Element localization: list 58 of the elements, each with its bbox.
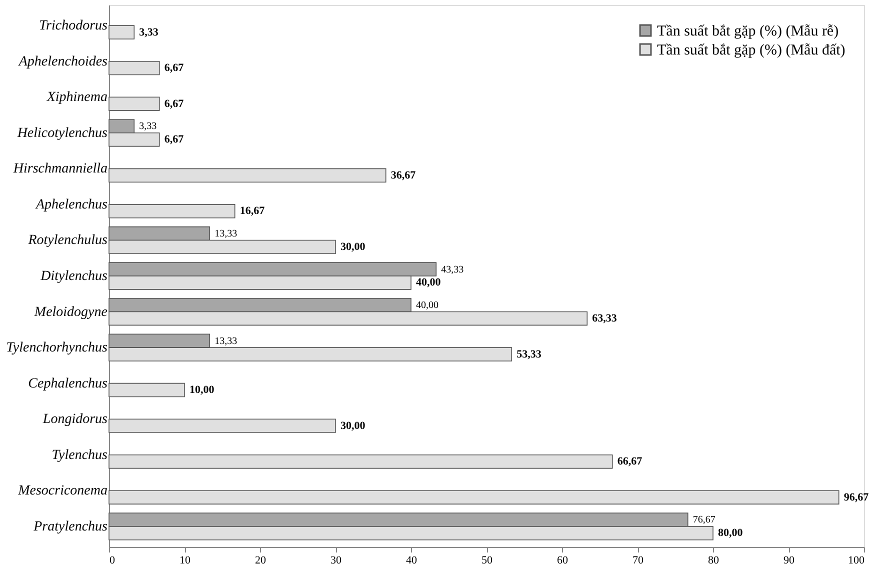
y-tick-label: Xiphinema (46, 90, 108, 106)
data-label: 63,33 (592, 312, 618, 324)
x-tick-label: 70 (632, 554, 644, 566)
bar (108, 25, 135, 40)
data-label: 13,33 (214, 228, 238, 240)
y-tick-label: Aphelenchus (34, 197, 108, 212)
bar (108, 418, 336, 433)
x-tick-label: 60 (557, 554, 568, 566)
y-tick-label: Aphelenchoides (18, 54, 108, 70)
bar (108, 454, 613, 469)
data-label: 3,33 (139, 121, 157, 132)
bar (108, 490, 840, 504)
bar (108, 96, 160, 111)
y-tick-label: Tylenchorhynchus (6, 340, 108, 356)
bar (108, 168, 386, 182)
data-label: 13,33 (214, 336, 238, 347)
data-label: 30,00 (340, 420, 366, 432)
y-tick-label: Meloidogyne (33, 304, 108, 320)
bar (108, 204, 236, 218)
data-label: 40,00 (416, 276, 442, 289)
data-label: 76,67 (692, 514, 716, 526)
data-label: 43,33 (441, 264, 464, 276)
y-tick-label: Pratylenchus (32, 519, 108, 534)
data-label: 6,67 (164, 98, 184, 110)
x-tick-label: 80 (708, 554, 720, 566)
x-tick-label: 50 (482, 554, 493, 566)
y-tick-label: Ditylenchus (40, 269, 108, 284)
x-tick-label: 30 (330, 554, 342, 566)
data-label: 6,67 (164, 134, 184, 146)
data-label: 40,00 (416, 300, 438, 312)
y-tick-label: Rotylenchulus (27, 233, 108, 248)
x-tick-label: 90 (784, 554, 795, 566)
x-tick-label: 0 (110, 554, 116, 566)
data-label: 16,67 (240, 205, 266, 218)
data-label: 36,67 (390, 169, 416, 182)
bar (108, 382, 185, 398)
data-label: 66,67 (617, 456, 643, 468)
data-label: 6,67 (164, 62, 184, 74)
bar (108, 60, 160, 76)
x-tick-label: 10 (180, 554, 191, 566)
x-tick-label: 20 (255, 554, 266, 566)
data-label: 80,00 (718, 527, 744, 540)
y-tick-label: Hirschmanniella (12, 162, 108, 177)
y-tick-label: Tylenchus (52, 448, 108, 463)
data-label: 10,00 (190, 384, 215, 396)
y-tick-label: Helicotylenchus (16, 126, 108, 141)
x-tick-label: 40 (406, 554, 418, 566)
y-tick-label: Cephalenchus (28, 376, 108, 392)
y-tick-label: Trichodorus (39, 18, 108, 34)
data-label: 30,00 (340, 240, 366, 253)
x-tick-label: 100 (848, 554, 865, 566)
data-label: 3,33 (139, 26, 159, 38)
legend-label: Tần suất bắt gặp (%) (Mẫu đất) (657, 42, 846, 58)
legend-label: Tần suất bắt gặp (%) (Mẫu rễ) (657, 24, 839, 40)
data-label: 53,33 (516, 348, 542, 360)
y-tick-label: Longidorus (42, 412, 108, 428)
data-label: 96,67 (844, 491, 870, 504)
y-tick-label: Mesocriconema (17, 484, 108, 499)
